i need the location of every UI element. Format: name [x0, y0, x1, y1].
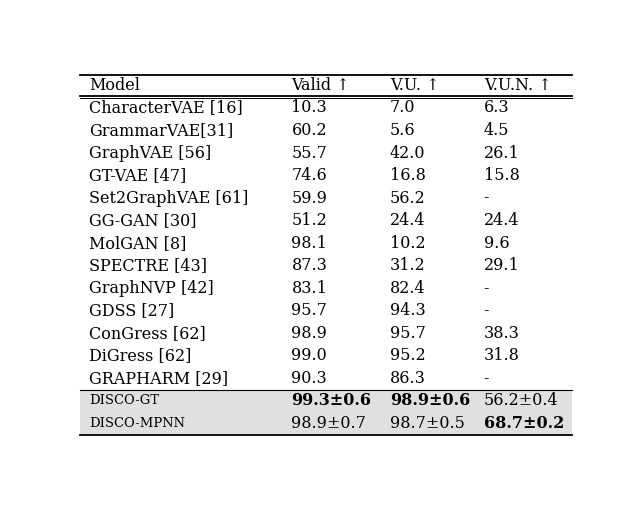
Text: 6.3: 6.3 [483, 99, 509, 117]
Text: 59.9: 59.9 [291, 190, 328, 207]
Text: 31.2: 31.2 [390, 257, 425, 274]
Text: 7.0: 7.0 [390, 99, 415, 117]
Text: 15.8: 15.8 [483, 167, 520, 184]
Text: 95.7: 95.7 [390, 325, 426, 342]
Text: 60.2: 60.2 [291, 122, 327, 139]
Text: DISCO-GT: DISCO-GT [89, 394, 160, 407]
Text: 38.3: 38.3 [483, 325, 520, 342]
Text: 98.9±0.7: 98.9±0.7 [291, 415, 366, 432]
Text: 94.3: 94.3 [390, 302, 425, 319]
Text: 95.2: 95.2 [390, 348, 425, 364]
Text: 26.1: 26.1 [483, 145, 520, 162]
Text: GRAPHARM [29]: GRAPHARM [29] [89, 370, 228, 387]
Text: GT-VAE [47]: GT-VAE [47] [89, 167, 186, 184]
Text: CharacterVAE [16]: CharacterVAE [16] [89, 99, 243, 117]
Text: 99.3±0.6: 99.3±0.6 [291, 393, 371, 409]
Text: 95.7: 95.7 [291, 302, 328, 319]
Text: 86.3: 86.3 [390, 370, 426, 387]
Text: 42.0: 42.0 [390, 145, 425, 162]
Text: 16.8: 16.8 [390, 167, 426, 184]
Text: 10.3: 10.3 [291, 99, 327, 117]
Text: ConGress [62]: ConGress [62] [89, 325, 206, 342]
Text: 98.1: 98.1 [291, 235, 328, 252]
Text: 5.6: 5.6 [390, 122, 416, 139]
Text: 98.7±0.5: 98.7±0.5 [390, 415, 465, 432]
Bar [80, 390, 572, 412]
Text: 55.7: 55.7 [291, 145, 328, 162]
Text: -: - [483, 302, 489, 319]
Text: 24.4: 24.4 [390, 212, 425, 229]
Text: GrammarVAE[31]: GrammarVAE[31] [89, 122, 233, 139]
Text: GG-GAN [30]: GG-GAN [30] [89, 212, 197, 229]
Text: 10.2: 10.2 [390, 235, 425, 252]
Text: 56.2±0.4: 56.2±0.4 [483, 393, 558, 409]
Text: 24.4: 24.4 [483, 212, 519, 229]
Text: 90.3: 90.3 [291, 370, 327, 387]
Text: DiGress [62]: DiGress [62] [89, 348, 191, 364]
Text: DISCO-MPNN: DISCO-MPNN [89, 417, 185, 430]
Text: 98.9: 98.9 [291, 325, 328, 342]
Text: GraphNVP [42]: GraphNVP [42] [89, 280, 214, 297]
Text: 74.6: 74.6 [291, 167, 327, 184]
Text: 83.1: 83.1 [291, 280, 328, 297]
Text: 56.2: 56.2 [390, 190, 425, 207]
Text: SPECTRE [43]: SPECTRE [43] [89, 257, 207, 274]
Text: 9.6: 9.6 [483, 235, 509, 252]
Text: 4.5: 4.5 [483, 122, 509, 139]
Text: 68.7±0.2: 68.7±0.2 [483, 415, 564, 432]
Text: MolGAN [8]: MolGAN [8] [89, 235, 187, 252]
Text: GDSS [27]: GDSS [27] [89, 302, 175, 319]
Text: -: - [483, 280, 489, 297]
Text: 99.0: 99.0 [291, 348, 327, 364]
Bar [80, 412, 572, 435]
Text: V.U. ↑: V.U. ↑ [390, 77, 439, 94]
Text: 51.2: 51.2 [291, 212, 327, 229]
Text: V.U.N. ↑: V.U.N. ↑ [483, 77, 551, 94]
Text: 98.9±0.6: 98.9±0.6 [390, 393, 470, 409]
Text: 31.8: 31.8 [483, 348, 520, 364]
Text: Set2GraphVAE [61]: Set2GraphVAE [61] [89, 190, 249, 207]
Text: Valid ↑: Valid ↑ [291, 77, 350, 94]
Text: 82.4: 82.4 [390, 280, 425, 297]
Text: Model: Model [89, 77, 141, 94]
Text: GraphVAE [56]: GraphVAE [56] [89, 145, 212, 162]
Text: 87.3: 87.3 [291, 257, 328, 274]
Text: 29.1: 29.1 [483, 257, 520, 274]
Text: -: - [483, 370, 489, 387]
Text: -: - [483, 190, 489, 207]
